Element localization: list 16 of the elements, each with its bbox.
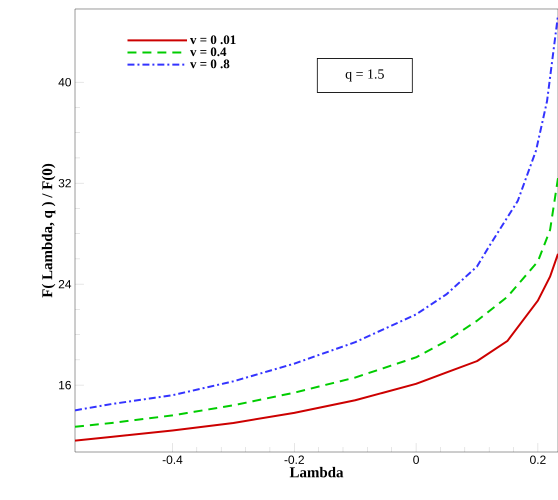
x-tick-label: -0.2 — [284, 456, 304, 464]
line-series — [75, 252, 558, 442]
legend-label: v = 0.4 — [190, 47, 226, 56]
line-series — [75, 177, 558, 428]
x-axis-title: Lambda — [290, 466, 344, 478]
y-tick-label: 40 — [58, 78, 72, 86]
y-axis-title: F( Lambda, q ) / F(0) — [42, 164, 56, 298]
y-tick-label: 16 — [59, 380, 71, 390]
x-tick-label: -0.4 — [162, 456, 182, 464]
y-tick-label: 24 — [58, 280, 72, 288]
legend-label: v = 0 .8 — [190, 60, 230, 68]
y-tick-label: 32 — [58, 178, 71, 188]
x-tick-label: 0.2 — [530, 456, 546, 464]
x-tick-label: 0 — [413, 456, 419, 464]
legend-label: v = 0 .01 — [190, 35, 236, 44]
annotation: q = 1.5 — [346, 69, 384, 82]
